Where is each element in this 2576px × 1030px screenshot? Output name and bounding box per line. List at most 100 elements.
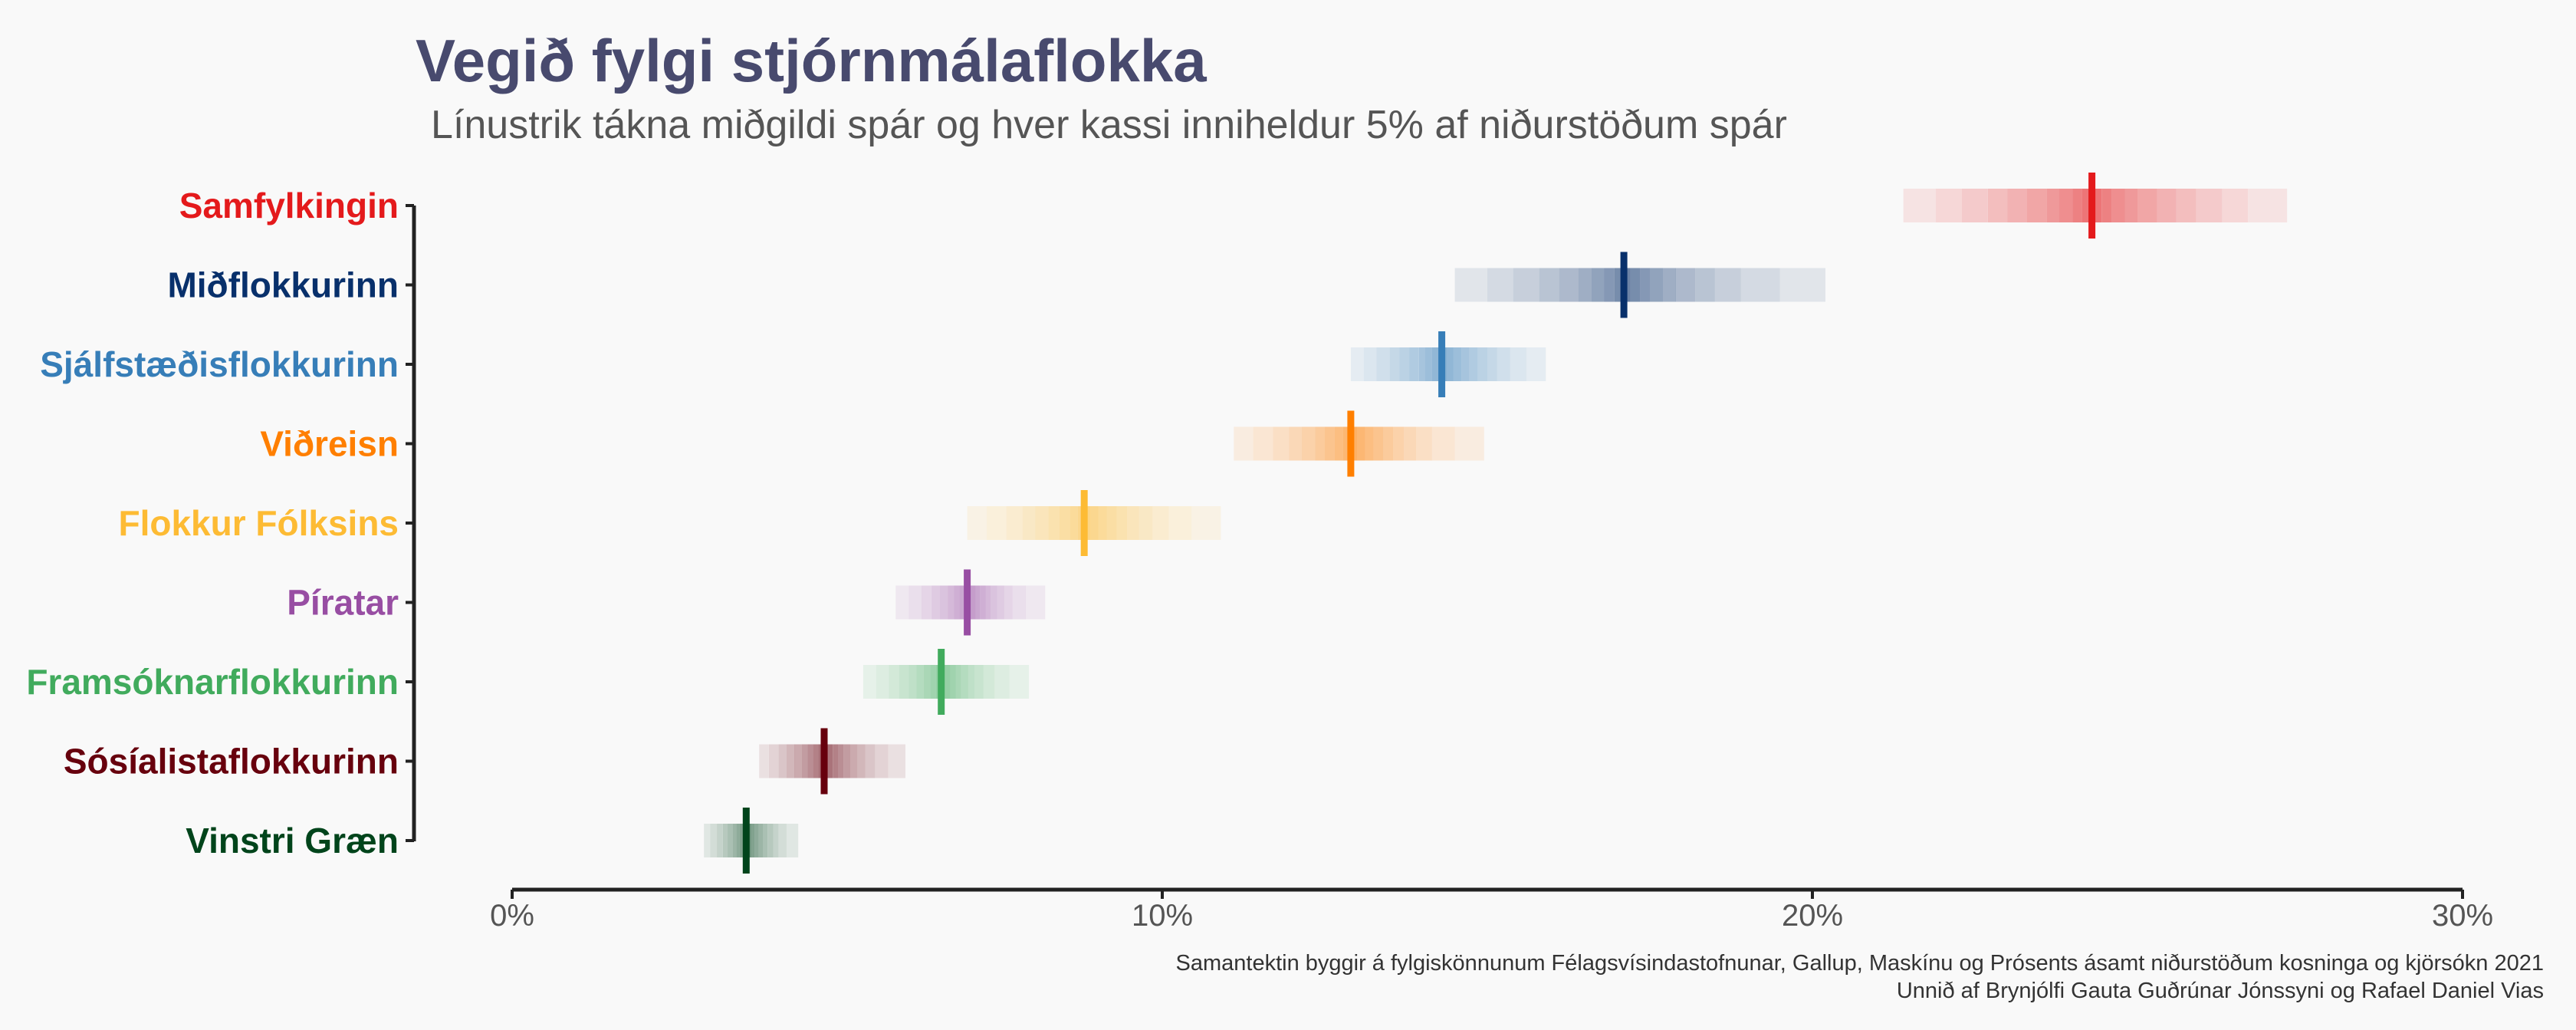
quantile-box — [732, 824, 737, 857]
quantile-box — [837, 744, 844, 778]
quantile-box — [1630, 268, 1641, 302]
quantile-box — [948, 585, 955, 620]
quantile-box — [1663, 268, 1676, 302]
quantile-box — [736, 824, 740, 857]
quantile-box — [1988, 189, 2008, 222]
quantile-box — [1376, 347, 1390, 381]
quantile-box — [722, 824, 728, 857]
quantile-box — [1539, 268, 1559, 302]
quantile-box — [801, 744, 808, 778]
quantile-box — [959, 585, 964, 620]
quantile-box — [786, 744, 795, 778]
quantile-box — [773, 824, 779, 857]
y-axis-ticks — [406, 204, 414, 842]
quantile-box — [1614, 268, 1621, 302]
quantile-box — [1640, 268, 1650, 302]
quantile-box — [1383, 426, 1393, 461]
quantile-box — [1650, 268, 1663, 302]
y-tick-label: Viðreisn — [260, 424, 399, 464]
quantile-box — [769, 744, 779, 778]
y-tick-label: Sjálfstæðisflokkurinn — [40, 344, 399, 384]
quantile-box — [940, 585, 948, 620]
quantile-box — [955, 665, 961, 699]
quantile-box — [1591, 268, 1605, 302]
y-axis-labels: Samfylkingin Miðflokkurinn Sjálfstæðisflok… — [26, 186, 399, 861]
quantile-box — [1035, 506, 1049, 540]
quantile-box — [2176, 189, 2196, 222]
quantile-box — [2072, 189, 2082, 222]
quantile-box — [1127, 506, 1139, 540]
quantile-box — [923, 665, 931, 699]
quantile-box — [1315, 426, 1325, 461]
quantile-box — [794, 744, 802, 778]
quantile-box — [1419, 347, 1426, 381]
quantile-box — [1070, 506, 1078, 540]
quantile-box — [1393, 426, 1405, 461]
quantile-box — [843, 744, 850, 778]
median-marker — [1438, 331, 1446, 397]
quantile-box — [807, 744, 813, 778]
quantile-box — [1289, 426, 1303, 461]
quantile-box — [857, 744, 866, 778]
median-marker — [1347, 410, 1355, 477]
x-tick-label: 20% — [1782, 899, 1843, 933]
quantile-box — [1077, 506, 1083, 540]
quantile-box — [1487, 347, 1497, 381]
quantile-box — [1695, 268, 1715, 302]
y-tick-label: Miðflokkurinn — [167, 265, 399, 305]
quantile-box — [778, 824, 787, 857]
quantile-box — [888, 744, 905, 778]
quantile-box — [1334, 426, 1343, 461]
quantile-box — [1578, 268, 1592, 302]
quantile-box — [2222, 189, 2249, 222]
quantile-box — [967, 506, 987, 540]
quantile-box — [1431, 426, 1455, 461]
quantile-box — [985, 585, 991, 620]
quantile-box — [968, 665, 975, 699]
quantile-box — [2157, 189, 2177, 222]
quantile-box — [991, 585, 997, 620]
quantile-box — [875, 744, 889, 778]
quantile-box — [1903, 189, 1937, 222]
quantile-box — [961, 665, 968, 699]
quantile-box — [1273, 426, 1290, 461]
quantile-box — [899, 665, 909, 699]
quantile-box — [1234, 426, 1254, 461]
quantile-box — [2137, 189, 2157, 222]
quantile-box — [1168, 506, 1192, 540]
y-tick-label: Sósíalistaflokkurinn — [64, 742, 399, 782]
quantile-box — [987, 506, 1007, 540]
quantile-box — [2101, 189, 2112, 222]
x-tick-label: 30% — [2432, 899, 2493, 933]
quantile-box — [1060, 506, 1070, 540]
quantile-box — [1302, 426, 1316, 461]
quantile-box — [994, 665, 1010, 699]
quantile-box — [1453, 347, 1462, 381]
quantile-box — [748, 824, 752, 857]
quantile-box — [2248, 189, 2288, 222]
quantile-box — [1365, 426, 1374, 461]
quantile-box — [1431, 347, 1439, 381]
quantile-box — [1152, 506, 1169, 540]
quantile-box — [1415, 426, 1432, 461]
quantile-box — [889, 665, 899, 699]
quantile-box — [1004, 585, 1013, 620]
quantile-box — [1253, 426, 1273, 461]
median-marker — [1620, 252, 1628, 318]
quantile-box — [767, 824, 774, 857]
quantile-box — [1477, 347, 1487, 381]
quantile-box — [1373, 426, 1384, 461]
quantile-box — [865, 744, 876, 778]
chart-subtitle: Línustrik tákna miðgildi spár og hver ka… — [431, 103, 1787, 147]
quantile-box — [833, 744, 838, 778]
quantile-box — [1090, 506, 1099, 540]
median-markers — [742, 173, 2096, 874]
median-marker — [964, 569, 971, 636]
median-marker — [820, 728, 828, 795]
quantile-box — [1409, 347, 1419, 381]
quantile-box — [954, 585, 960, 620]
quantile-box — [763, 824, 768, 857]
quantile-box — [1454, 268, 1487, 302]
quantile-box — [1098, 506, 1107, 540]
